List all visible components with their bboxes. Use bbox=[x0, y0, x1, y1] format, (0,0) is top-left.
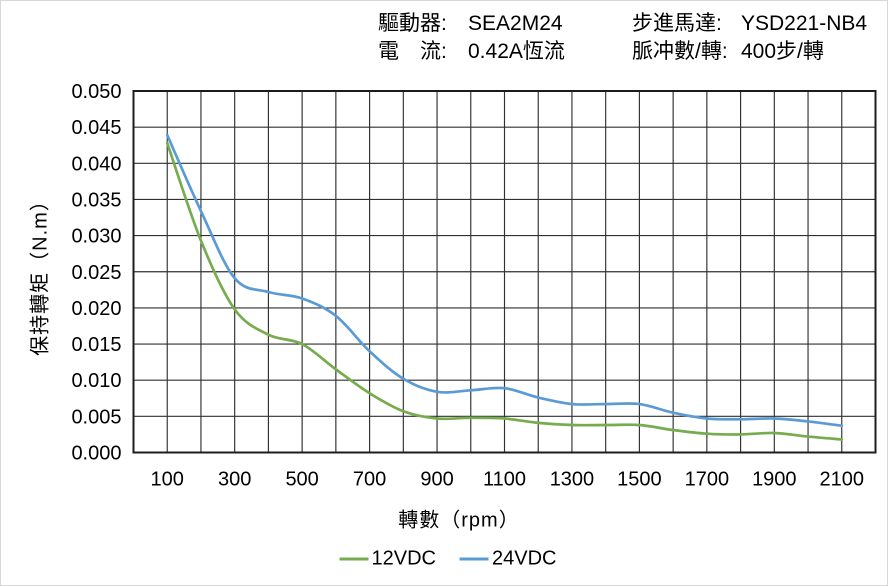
header-motor-block: 步進馬達: YSD221-NB4 脈冲數/轉: 400步/轉 bbox=[632, 10, 867, 66]
series-line-12vdc bbox=[165, 141, 844, 441]
y-tick-label: 0.040 bbox=[71, 153, 121, 175]
motor-value: YSD221-NB4 bbox=[741, 12, 868, 35]
pulses-value: 400步/轉 bbox=[741, 40, 824, 63]
legend-item-24vdc: 24VDC bbox=[460, 548, 556, 571]
legend-label-24vdc: 24VDC bbox=[492, 547, 557, 570]
motor-label: 步進馬達: bbox=[632, 12, 722, 35]
y-tick-label: 0.010 bbox=[71, 370, 121, 392]
series-line-24vdc bbox=[165, 133, 844, 428]
y-tick-label: 0.005 bbox=[71, 406, 121, 428]
legend-label-12vdc: 12VDC bbox=[371, 547, 436, 570]
x-tick-label: 100 bbox=[151, 469, 184, 491]
y-tick-label: 0.015 bbox=[71, 334, 121, 356]
x-tick-label: 2100 bbox=[820, 469, 865, 491]
y-tick-label: 0.020 bbox=[71, 298, 121, 320]
y-tick-label: 0.025 bbox=[71, 262, 121, 284]
plot-border bbox=[132, 90, 877, 454]
x-tick-label: 900 bbox=[420, 469, 453, 491]
header-motor-row: 步進馬達: YSD221-NB4 bbox=[632, 10, 867, 38]
driver-label: 驅動器: bbox=[378, 12, 447, 35]
legend-swatch-12vdc bbox=[339, 557, 369, 561]
y-axis-title: 保持轉矩（N.m） bbox=[29, 190, 52, 356]
x-tick-label: 1700 bbox=[685, 469, 730, 491]
legend-item-12vdc: 12VDC bbox=[339, 547, 436, 571]
y-tick-label: 0.035 bbox=[71, 189, 121, 211]
y-tick-label: 0.045 bbox=[71, 117, 121, 139]
x-tick-label: 1500 bbox=[617, 469, 662, 491]
legend-swatch-24vdc bbox=[460, 557, 489, 561]
current-label: 電 流: bbox=[378, 40, 447, 63]
pulses-label: 脈冲數/轉: bbox=[632, 40, 728, 63]
y-tick-label: 0.050 bbox=[71, 81, 121, 103]
legend: 12VDC 24VDC bbox=[339, 547, 556, 571]
header-current-row: 電 流: 0.42A恆流 bbox=[378, 38, 565, 66]
x-tick-label: 1300 bbox=[550, 469, 595, 491]
current-value: 0.42A恆流 bbox=[468, 40, 565, 63]
driver-value: SEA2M24 bbox=[468, 12, 563, 35]
y-tick-label: 0.000 bbox=[71, 443, 121, 465]
header-pulses-row: 脈冲數/轉: 400步/轉 bbox=[632, 38, 867, 66]
x-tick-label: 1900 bbox=[752, 469, 797, 491]
x-tick-label: 700 bbox=[353, 469, 386, 491]
x-tick-label: 300 bbox=[218, 469, 251, 491]
x-tick-label: 500 bbox=[285, 469, 318, 491]
y-tick-label: 0.030 bbox=[71, 226, 121, 248]
x-tick-label: 1100 bbox=[483, 469, 526, 491]
x-axis-title: 轉數（rpm） bbox=[398, 509, 520, 532]
header-driver-row: 驅動器: SEA2M24 bbox=[378, 10, 565, 38]
header-driver-block: 驅動器: SEA2M24 電 流: 0.42A恆流 bbox=[378, 10, 565, 66]
